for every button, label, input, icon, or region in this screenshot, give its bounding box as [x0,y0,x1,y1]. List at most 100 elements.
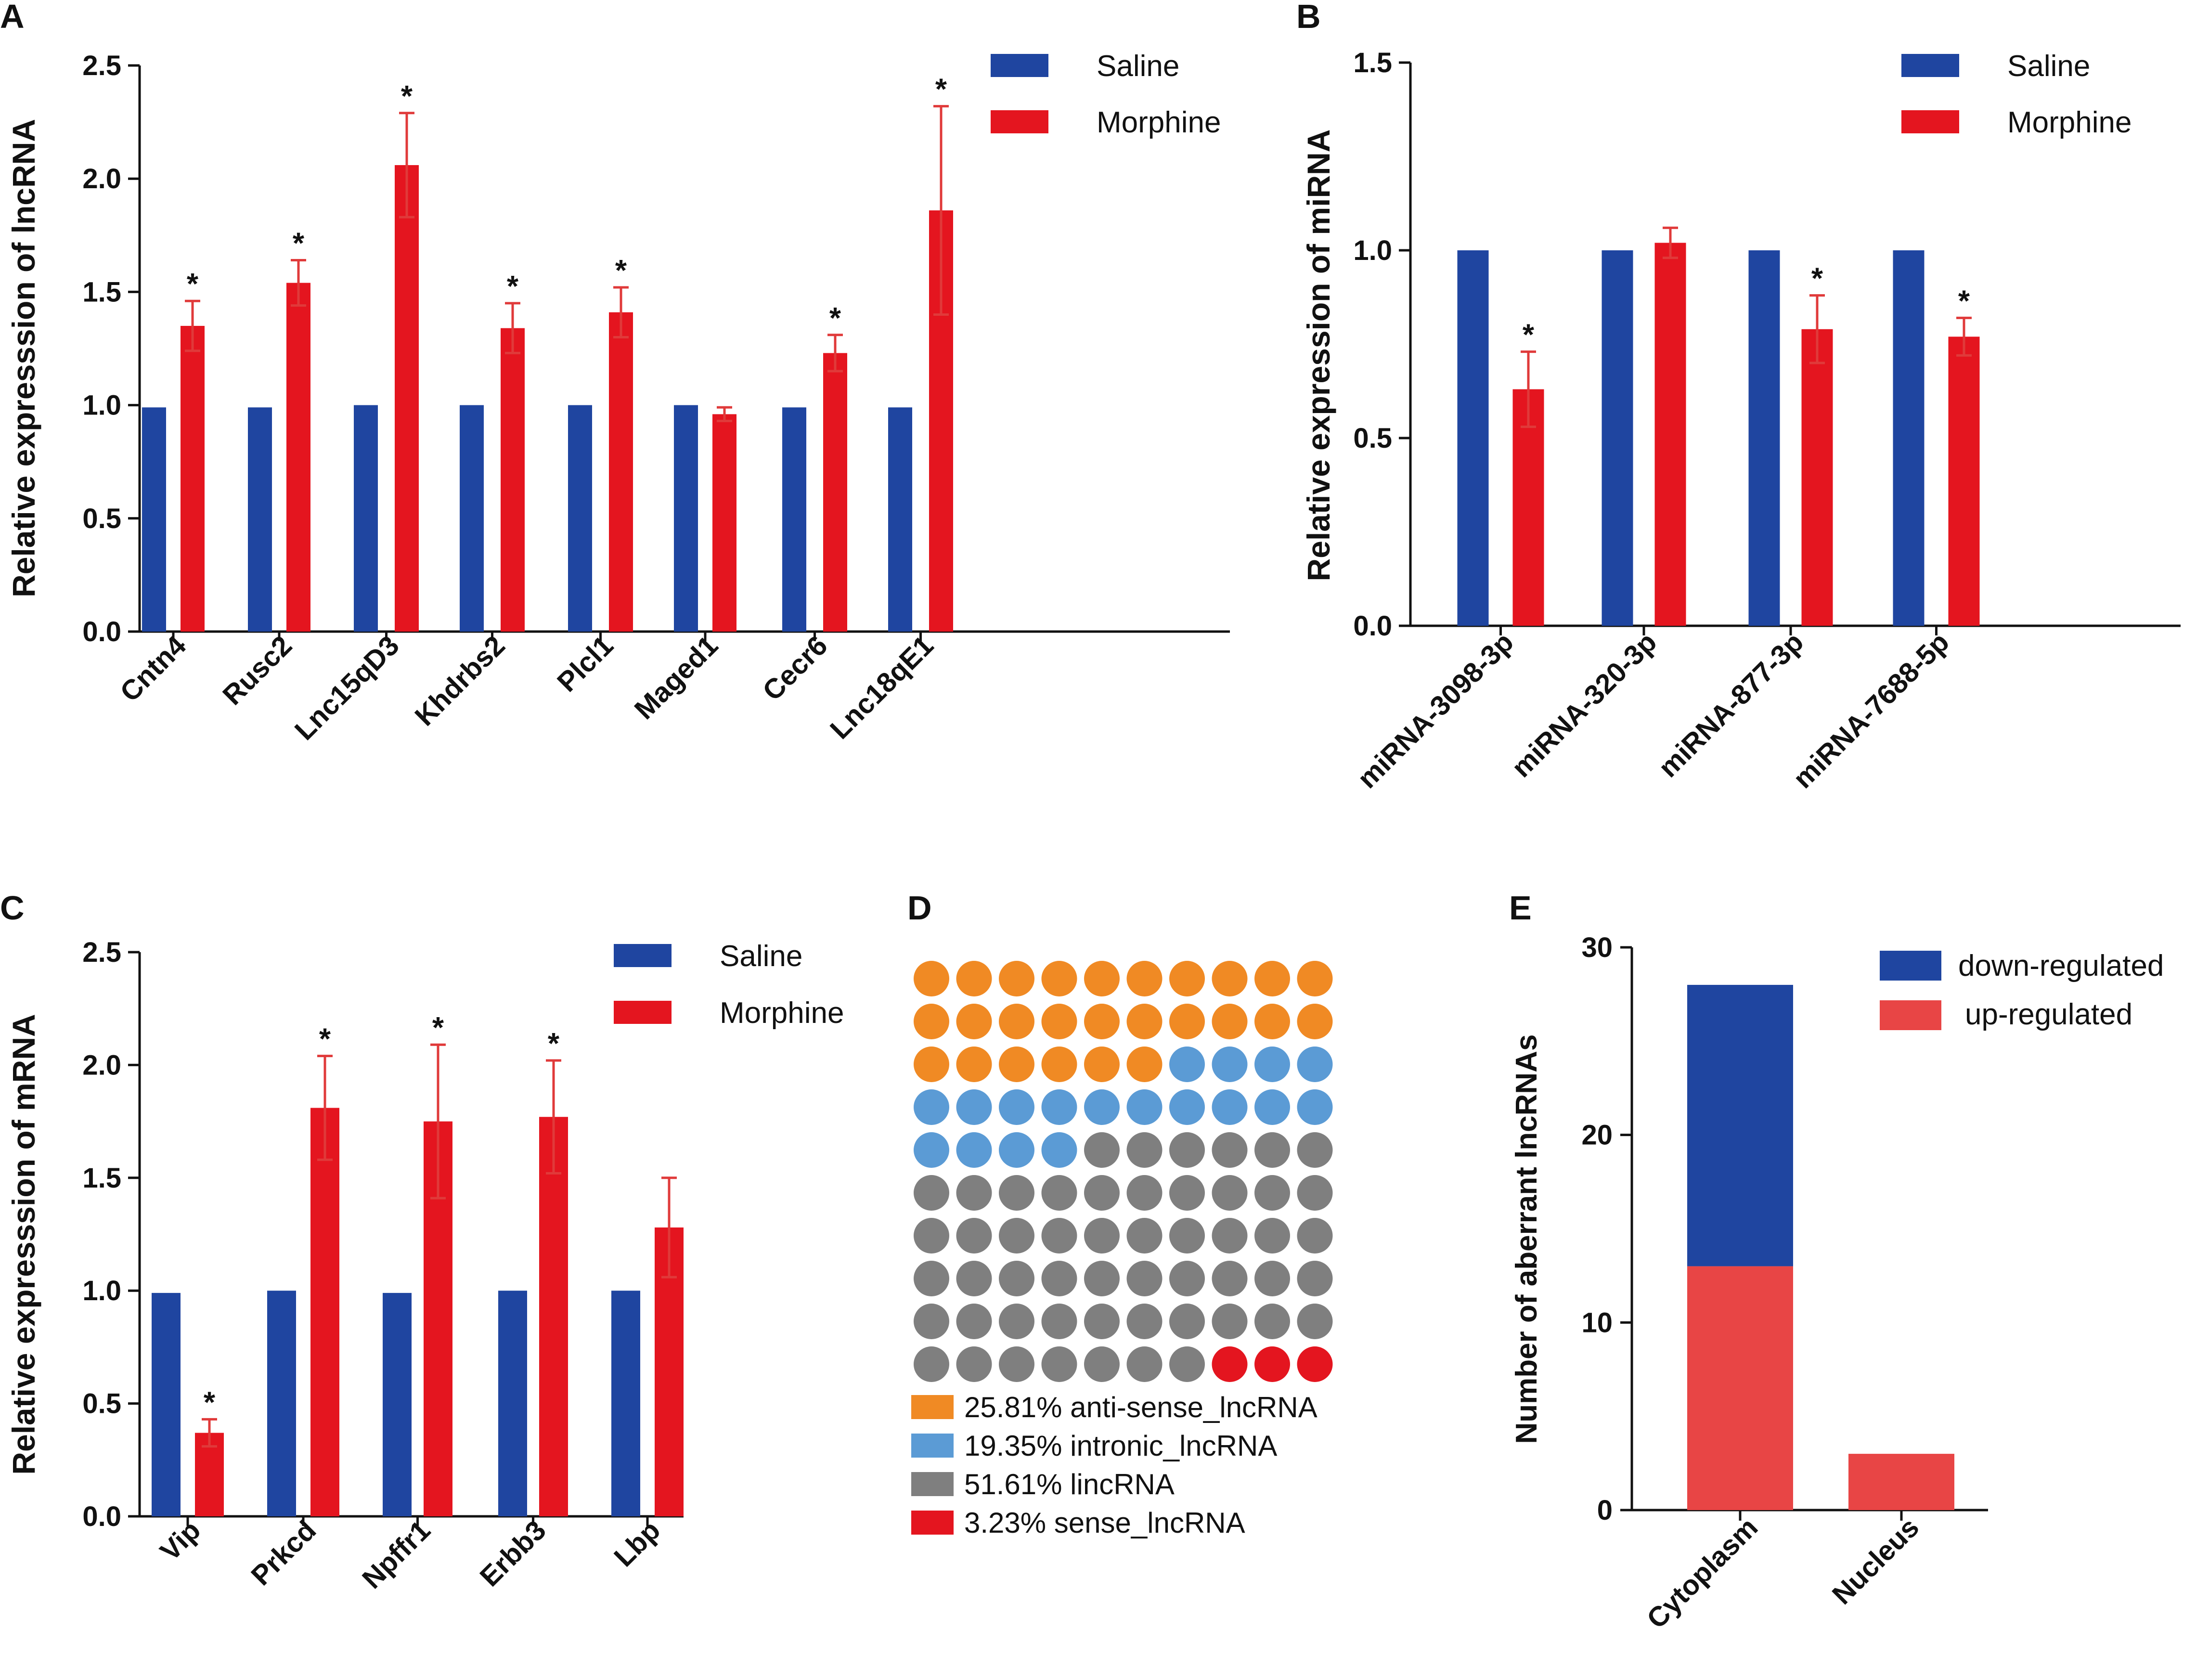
waffle-dot-anti-sense_lncRNA [1126,1047,1163,1082]
y-axis-label: Relative expresssion of mRNA [6,1014,41,1474]
waffle-dot-lincRNA [914,1261,949,1296]
legend-label-morphine: Morphine [1097,106,1221,139]
waffle-dot-lincRNA [999,1346,1034,1382]
significance-star: * [615,254,627,287]
bar-saline [383,1292,412,1516]
waffle-dot-lincRNA [914,1218,949,1254]
waffle-dot-anti-sense_lncRNA [1041,1004,1077,1039]
bar-saline [611,1291,640,1516]
waffle-dot-lincRNA [999,1304,1034,1339]
legend-swatch-morphine [991,110,1048,133]
waffle-dot-anti-sense_lncRNA [956,1004,992,1039]
legend-swatch-lincRNA [911,1472,954,1496]
bar-down-regulated [1687,984,1793,1266]
bar-morphine [286,283,310,632]
waffle-dot-anti-sense_lncRNA [1084,1047,1120,1082]
legend-label-up-regulated: up-regulated [1965,998,2132,1031]
waffle-dot-lincRNA [1041,1346,1077,1382]
waffle-dot-lincRNA [1169,1261,1205,1296]
legend-label-lincRNA: 51.61% lincRNA [964,1468,1175,1500]
waffle-dot-lincRNA [914,1346,949,1382]
waffle-dot-lincRNA [1297,1218,1333,1254]
y-tick-label: 1.5 [1353,47,1392,78]
x-tick-label: Rusc2 [217,630,298,711]
legend-label-down-regulated: down-regulated [1958,949,2164,982]
y-tick-label: 0.5 [1353,423,1392,454]
waffle-dot-sense_lncRNA [1297,1346,1333,1382]
waffle-dot-lincRNA [956,1304,992,1339]
waffle-dot-lincRNA [1297,1261,1333,1296]
panel-c: C 0.0 0.5 1.0 1.5 2.0 2.5 Relative expresssion … [0,889,844,1595]
bar-saline [568,405,592,632]
x-tick-label: Maged1 [629,630,724,725]
bar-up-regulated [1687,1266,1793,1510]
legend-label-sense_lncRNA: 3.23% sense_lncRNA [964,1507,1245,1539]
waffle-dot-intronic_lncRNA [1126,1089,1163,1125]
significance-star: * [1958,284,1970,318]
waffle-dot-lincRNA [1212,1132,1248,1168]
panel-d: D 25.81% anti-sense_lncRNA 19.35% intronic… [907,889,1333,1539]
waffle-dot-intronic_lncRNA [1254,1047,1290,1082]
waffle-dot-lincRNA [1212,1175,1248,1211]
bar-morphine [539,1117,568,1516]
waffle-dot-anti-sense_lncRNA [1169,1004,1205,1039]
waffle-dot-anti-sense_lncRNA [1254,961,1290,996]
legend-swatch-up-regulated [1880,1000,1941,1030]
y-tick-label: 20 [1581,1120,1613,1151]
waffle-dot-lincRNA [1212,1261,1248,1296]
y-tick-label: 1.0 [1353,235,1392,266]
y-tick-label: 0.5 [82,503,121,534]
bar-saline [267,1291,296,1516]
waffle-dot-anti-sense_lncRNA [1041,1047,1077,1082]
x-tick-label: Lnc18qE1 [824,630,940,745]
bar-saline [674,405,698,632]
waffle-dot-lincRNA [956,1175,992,1211]
waffle-dot-anti-sense_lncRNA [1297,1004,1333,1039]
waffle-dot-lincRNA [1084,1346,1120,1382]
y-tick-label: 0.0 [1353,610,1392,642]
waffle-dot-anti-sense_lncRNA [914,1004,949,1039]
waffle-dot-intronic_lncRNA [1212,1047,1248,1082]
waffle-dot-lincRNA [1041,1218,1077,1254]
significance-star: * [507,270,519,303]
waffle-dot-sense_lncRNA [1212,1346,1248,1382]
waffle-dot-lincRNA [1254,1175,1290,1211]
waffle-dot-anti-sense_lncRNA [1126,1004,1163,1039]
bar-saline [248,407,272,632]
bar-saline [1602,250,1633,626]
waffle-dot-intronic_lncRNA [1041,1132,1077,1168]
waffle-dot-lincRNA [1126,1218,1163,1254]
waffle-dot-lincRNA [1084,1261,1120,1296]
bar-saline [888,407,912,632]
waffle-dot-lincRNA [1084,1132,1120,1168]
waffle-dot-anti-sense_lncRNA [914,961,949,996]
waffle-dot-intronic_lncRNA [1297,1047,1333,1082]
bar-saline [782,407,806,632]
waffle-dot-lincRNA [1084,1175,1120,1211]
significance-star: * [548,1027,560,1060]
y-axis-label: Relative expression of miRNA [1301,129,1336,582]
legend-swatch-anti-sense_lncRNA [911,1395,954,1419]
waffle-dot-intronic_lncRNA [1254,1089,1290,1125]
legend-swatch-down-regulated [1880,951,1941,981]
panel-letter: E [1509,889,1532,927]
x-tick-label: Lnc15qD3 [289,630,405,746]
legend-label-saline: Saline [1097,50,1179,83]
significance-star: * [204,1386,216,1419]
waffle-dot-intronic_lncRNA [1041,1089,1077,1125]
bar-morphine [823,353,847,632]
waffle-dot-anti-sense_lncRNA [1212,961,1248,996]
significance-star: * [187,268,199,301]
significance-star: * [432,1011,444,1045]
legend-label-anti-sense_lncRNA: 25.81% anti-sense_lncRNA [964,1391,1318,1423]
y-tick-label: 30 [1581,932,1613,963]
y-axis-label: Relative expresssion of lncRNA [6,119,41,597]
bar-up-regulated [1848,1454,1954,1510]
panel-e: E 0 10 20 30 Number of aberrant lncRNAs Cytopl… [1509,889,2164,1635]
waffle-dot-intronic_lncRNA [914,1132,949,1168]
waffle-dot-lincRNA [1212,1218,1248,1254]
waffle-dot-intronic_lncRNA [914,1089,949,1125]
legend-swatch-saline [614,944,672,967]
x-tick-label: Prkcd [245,1514,322,1591]
